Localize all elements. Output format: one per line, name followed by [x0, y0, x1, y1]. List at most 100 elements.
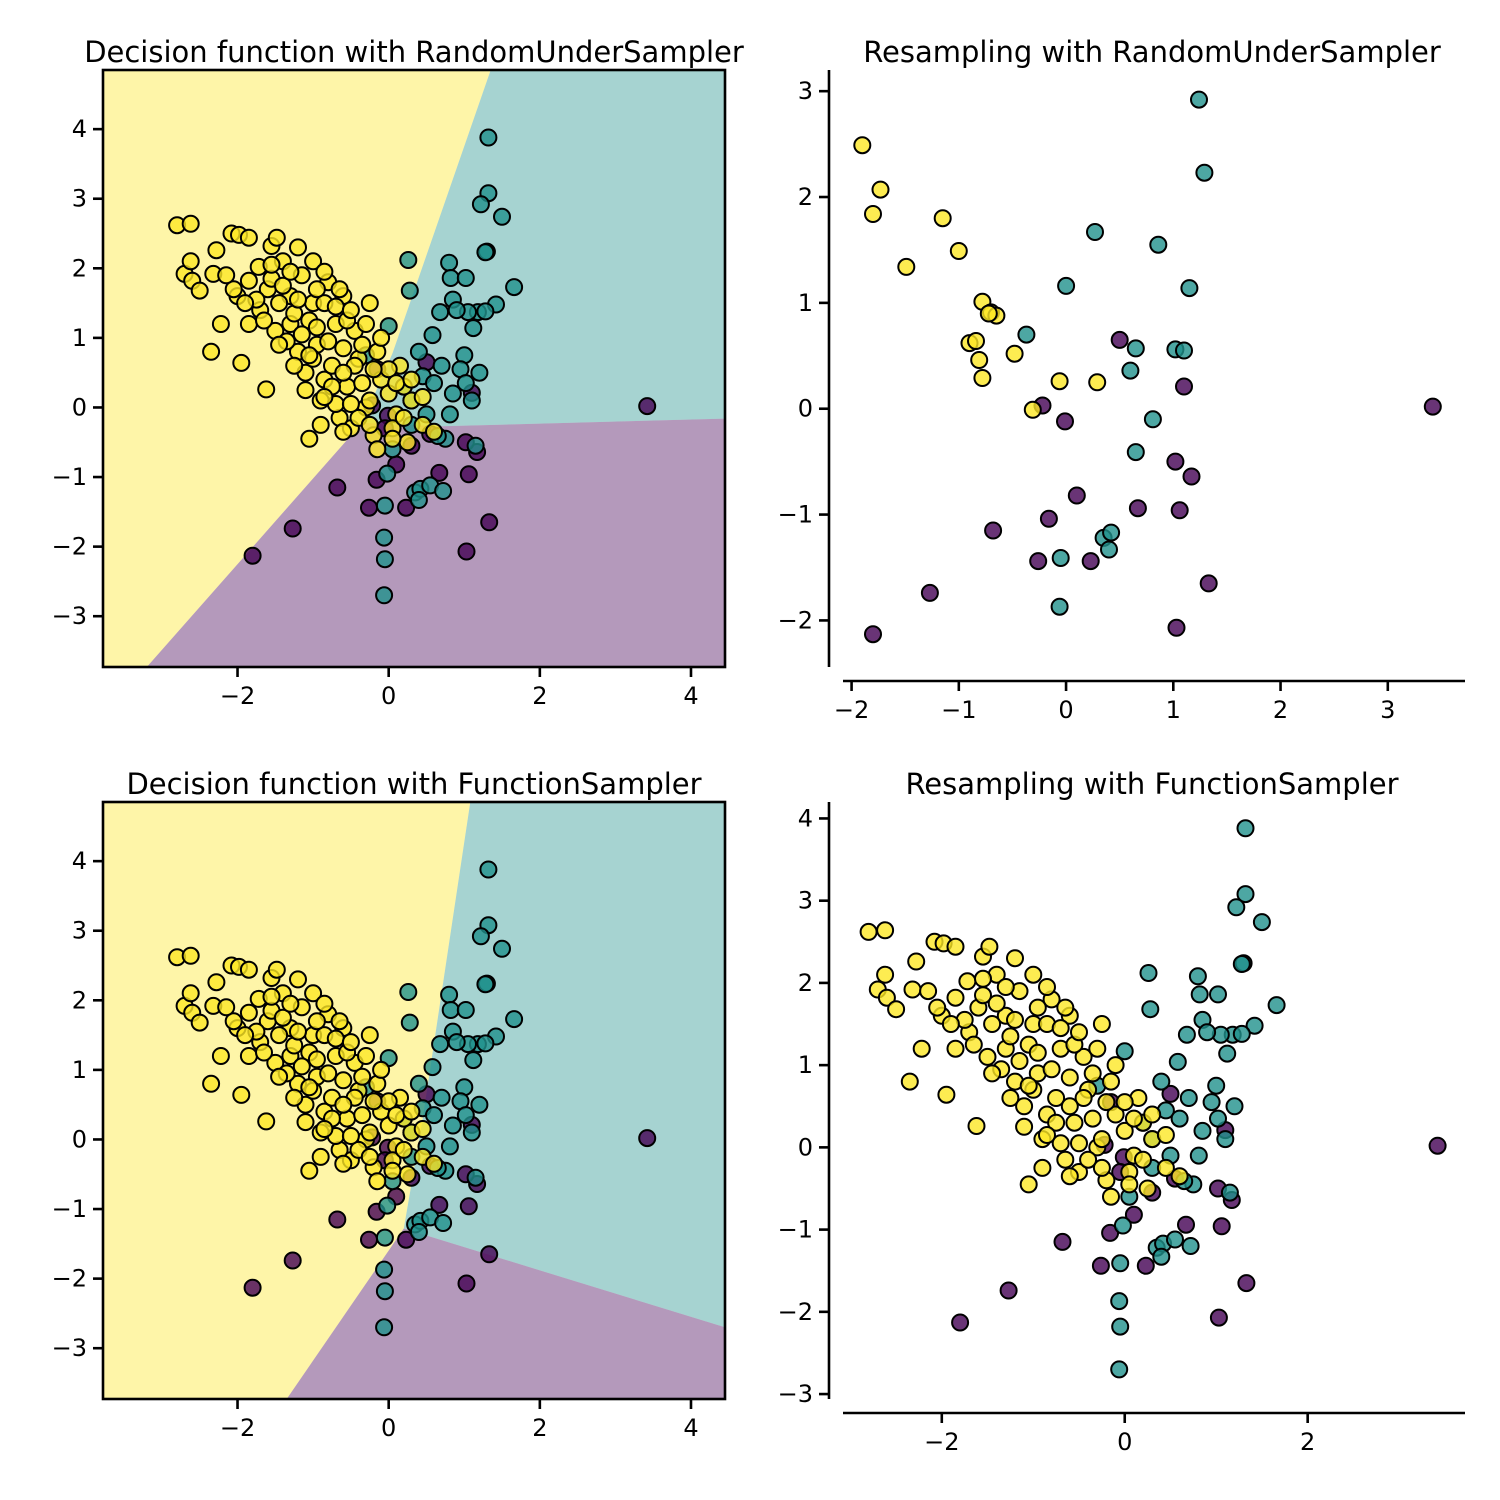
scatter-point-class-1	[440, 405, 459, 424]
scatter-point-class-0	[1161, 1084, 1180, 1103]
scatter-point-class-2	[1028, 1043, 1047, 1062]
scatter-point-class-2	[202, 342, 221, 361]
plot-area	[103, 70, 725, 667]
scatter-point-class-2	[1015, 1097, 1034, 1116]
scatter-point-class-2	[190, 1013, 209, 1032]
scatter-point-class-2	[262, 255, 281, 274]
scatter-point-class-2	[307, 1012, 326, 1031]
scatter-point-class-0	[397, 498, 416, 517]
scatter-point-class-0	[1136, 1256, 1155, 1275]
scatter-point-class-2	[1097, 1093, 1116, 1112]
scatter-point-class-2	[255, 1043, 273, 1062]
scatter-point-class-0	[1209, 1308, 1228, 1327]
scatter-point-class-1	[1207, 1076, 1226, 1095]
scatter-point-class-2	[983, 1064, 1002, 1083]
y-tick-label: 1	[798, 289, 813, 317]
scatter-point-class-1	[447, 301, 466, 320]
scatter-point-class-2	[236, 1026, 255, 1045]
decision-region-class-0	[286, 1228, 725, 1399]
x-tick-label: −2	[220, 682, 255, 710]
scatter-point-class-1	[1220, 1183, 1239, 1202]
scatter-point-class-1	[409, 1074, 428, 1093]
scatter-point-class-2	[211, 315, 230, 333]
scatter-point-class-1	[1139, 964, 1158, 982]
x-tick-label: 4	[683, 1414, 698, 1442]
x-tick-label: 0	[1058, 696, 1073, 724]
scatter-point-class-1	[1149, 235, 1168, 254]
scatter-point-class-1	[1143, 410, 1162, 429]
scatter-point-class-1	[505, 278, 524, 297]
scatter-point-class-2	[267, 960, 286, 979]
scatter-point-class-2	[372, 1060, 391, 1079]
chart-title: Resampling with FunctionSampler	[905, 767, 1398, 801]
scatter-point-class-2	[958, 972, 977, 991]
scatter-point-class-2	[946, 988, 965, 1007]
scatter-point-class-2	[949, 242, 968, 260]
scatter-point-class-2	[1074, 1089, 1093, 1107]
scatter-point-class-1	[440, 1137, 459, 1156]
y-tick-label: −1	[52, 463, 87, 491]
scatter-point-class-1	[1190, 90, 1208, 109]
scatter-point-class-0	[457, 1274, 476, 1293]
scatter-point-class-1	[456, 269, 475, 287]
scatter-point-class-0	[283, 519, 302, 538]
scatter-point-class-1	[432, 1088, 451, 1107]
scatter-point-class-1	[1209, 985, 1227, 1004]
scatter-point-class-2	[217, 998, 236, 1017]
scatter-point-class-2	[887, 1000, 906, 1019]
scatter-point-class-2	[1092, 1158, 1111, 1177]
scatter-point-class-2	[983, 1015, 1002, 1033]
scatter-point-class-1	[476, 243, 495, 262]
scatter-point-class-2	[1047, 1113, 1066, 1132]
scatter-point-class-2	[900, 1072, 919, 1091]
scatter-point-class-1	[1225, 1097, 1244, 1116]
scatter-point-class-2	[859, 922, 878, 941]
scatter-point-class-2	[398, 433, 417, 452]
scatter-point-class-1	[479, 128, 498, 147]
y-tick-label: −3	[778, 1380, 813, 1408]
scatter-point-class-2	[181, 946, 200, 965]
scatter-point-class-2	[334, 1154, 353, 1173]
scatter-point-class-0	[1056, 412, 1074, 431]
scatter-point-class-0	[1029, 552, 1048, 571]
scatter-point-class-1	[1198, 1023, 1217, 1042]
scatter-point-class-1	[434, 1214, 453, 1232]
scatter-point-class-1	[1267, 996, 1286, 1015]
scatter-point-class-1	[431, 1035, 450, 1054]
scatter-point-class-0	[328, 1210, 347, 1229]
scatter-point-class-2	[207, 973, 226, 992]
scatter-point-class-2	[292, 325, 311, 344]
scatter-point-class-2	[1060, 1097, 1079, 1116]
scatter-point-class-2	[307, 318, 326, 337]
scatter-point-class-2	[1156, 1158, 1175, 1177]
scatter-point-class-1	[470, 1095, 489, 1114]
x-tick-label: −1	[941, 696, 976, 724]
scatter-point-class-1	[493, 207, 511, 226]
scatter-point-class-2	[402, 370, 421, 389]
scatter-point-class-1	[466, 436, 485, 455]
scatter-point-class-0	[920, 583, 939, 602]
scatter-point-class-2	[202, 1074, 221, 1093]
scatter-point-class-2	[341, 1033, 360, 1052]
scatter-point-class-2	[425, 1154, 443, 1173]
scatter-point-class-2	[1065, 1113, 1084, 1132]
scatter-point-class-2	[307, 1050, 326, 1069]
scatter-point-class-2	[300, 1161, 319, 1180]
scatter-point-class-2	[239, 315, 258, 333]
panel-top-right: Resampling with RandomUnderSampler −2 −1 0…	[778, 35, 1465, 724]
scatter-point-class-0	[1067, 486, 1086, 505]
scatter-point-class-1	[423, 326, 442, 345]
scatter-point-class-2	[330, 1012, 349, 1031]
y-tick-label: 1	[72, 324, 87, 352]
scatter-point-class-2	[1079, 1150, 1098, 1169]
scatter-point-class-0	[457, 542, 476, 561]
scatter-point-class-1	[493, 939, 511, 958]
y-tick-label: 3	[798, 887, 813, 915]
axes-frame	[101, 800, 727, 1401]
x-tick-label: 2	[1273, 696, 1288, 724]
scatter-point-class-2	[1051, 1019, 1070, 1038]
scatter-point-class-2	[300, 1078, 319, 1097]
scatter-point-class-2	[1106, 1105, 1125, 1124]
scatter-point-class-2	[987, 994, 1006, 1013]
scatter-point-class-0	[1053, 1232, 1072, 1251]
